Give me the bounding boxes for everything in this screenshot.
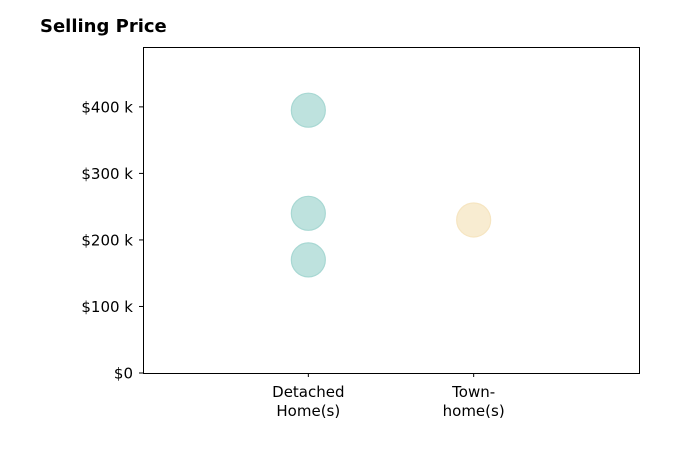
- y-tick-label: $400 k: [81, 98, 133, 116]
- points-layer: [290, 92, 492, 278]
- chart-title: Selling Price: [40, 16, 167, 37]
- data-point-3: [456, 202, 492, 238]
- x-tick-label: Detached Home(s): [272, 383, 344, 420]
- x-tick-label: Town-home(s): [443, 383, 505, 420]
- x-axis: Detached Home(s) Town-home(s): [272, 373, 505, 420]
- y-tick-label: $300 k: [81, 165, 133, 183]
- data-point-1: [290, 195, 326, 231]
- y-tick-label: $100 k: [81, 298, 133, 316]
- data-point-2: [290, 242, 326, 278]
- data-point-0: [290, 92, 326, 128]
- y-tick-label: $200 k: [81, 231, 133, 249]
- y-axis: $0 $100 k $200 k $300 k $400 k: [81, 98, 143, 383]
- y-tick-label: $0: [114, 365, 133, 383]
- plot-frame: [143, 47, 640, 374]
